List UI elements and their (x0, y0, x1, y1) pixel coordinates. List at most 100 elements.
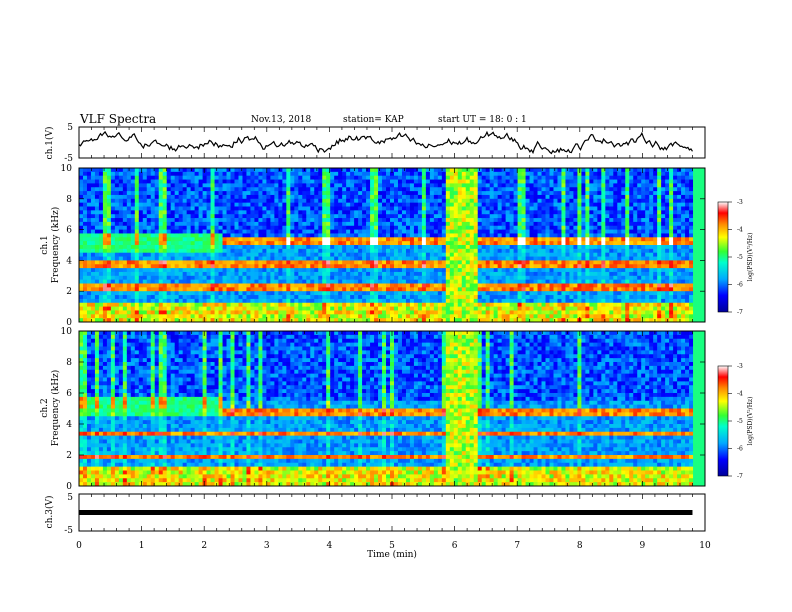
spectrogram-cell (545, 175, 550, 180)
spectrogram-cell (370, 260, 375, 265)
spectrogram-cell (449, 298, 455, 304)
spectrogram-cell (190, 318, 196, 323)
spectrogram-cell (270, 237, 275, 242)
spectrogram-cell (306, 271, 311, 277)
spectrogram-cell (513, 291, 518, 296)
spectrogram-cell (182, 191, 188, 196)
spectrogram-cell (286, 206, 291, 211)
spectrogram-cell (138, 233, 144, 238)
spectrogram-cell (417, 214, 423, 219)
spectrogram-cell (258, 264, 263, 269)
spectrogram-cell (469, 298, 475, 304)
spectrogram-cell (457, 283, 463, 288)
spectrogram-cell (338, 264, 343, 269)
spectrogram-cell (226, 302, 231, 307)
spectrogram-cell (477, 206, 483, 211)
spectrogram-cell (138, 260, 144, 265)
spectrogram-cell (469, 314, 475, 319)
spectrogram-cell (298, 183, 303, 188)
spectrogram-cell (318, 191, 323, 196)
spectrogram-cell (322, 171, 327, 177)
spectrogram-cell (302, 298, 307, 304)
spectrogram-cell (449, 268, 455, 273)
spectrogram-cell (513, 214, 518, 219)
spectrogram-cell (274, 171, 279, 177)
spectrogram-cell (79, 295, 84, 300)
spectrogram-cell (106, 252, 112, 257)
spectrogram-cell (537, 198, 542, 204)
spectrogram-cell (282, 310, 287, 315)
spectrogram-cell (222, 175, 227, 180)
spectrogram-cell (338, 279, 343, 284)
spectrogram-cell (166, 279, 172, 284)
spectrogram-cell (517, 291, 522, 296)
spectrogram-cell (142, 210, 148, 215)
spectrogram-cell (461, 229, 467, 234)
spectrogram-cell (493, 306, 499, 311)
spectrogram-cell (198, 298, 204, 304)
spectrogram-cell (190, 306, 196, 311)
spectrogram-cell (318, 271, 323, 277)
spectrogram-cell (326, 318, 331, 323)
spectrogram-cell (350, 168, 355, 173)
spectrogram-cell (533, 237, 538, 242)
spectrogram-cell (298, 202, 303, 207)
spectrogram-cell (310, 275, 315, 281)
spectrogram-cell (374, 256, 379, 261)
spectrogram-cell (194, 291, 200, 296)
spectrogram-cell (529, 306, 534, 311)
spectrogram-cell (350, 245, 355, 250)
spectrogram-cell (561, 245, 566, 250)
spectrogram-cell (541, 179, 546, 184)
spectrogram-cell (370, 210, 375, 215)
spectrogram-cell (493, 229, 499, 234)
spectrogram-cell (310, 245, 315, 250)
spectrogram-cell (533, 248, 538, 254)
spectrogram-cell (413, 218, 419, 223)
spectrogram-cell (338, 310, 343, 315)
spectrogram-cell (393, 191, 399, 196)
spectrogram-cell (449, 191, 455, 196)
spectrogram-cell (190, 283, 196, 288)
spectrogram-cell (142, 214, 148, 219)
spectrogram-cell (310, 202, 315, 207)
spectrogram-cell (374, 295, 379, 300)
spectrogram-cell (262, 225, 267, 230)
spectrogram-cell (234, 179, 239, 184)
spectrogram-cell (437, 302, 443, 307)
spectrogram-cell (118, 175, 124, 180)
spectrogram-cell (118, 291, 124, 296)
spectrogram-cell (298, 187, 303, 192)
spectrogram-cell (230, 287, 235, 292)
spectrogram-cell (262, 183, 267, 188)
spectrogram-cell (314, 218, 319, 223)
spectrogram-cell (493, 256, 499, 261)
spectrogram-cell (493, 318, 499, 323)
spectrogram-cell (342, 252, 347, 257)
spectrogram-cell (386, 225, 391, 230)
spectrogram-cell (170, 202, 176, 207)
spectrogram-cell (557, 210, 562, 215)
spectrogram-cell (334, 279, 339, 284)
spectrogram-cell (477, 268, 483, 273)
spectrogram-cell (230, 218, 235, 223)
spectrogram-cell (553, 302, 558, 307)
spectrogram-cell (294, 264, 299, 269)
spectrogram-cell (525, 256, 530, 261)
spectrogram-cell (561, 248, 566, 254)
spectrogram-cell (270, 264, 275, 269)
spectrogram-cell (445, 210, 451, 215)
spectrogram-cell (509, 229, 515, 234)
spectrogram-cell (314, 275, 319, 281)
spectrogram-cell (509, 271, 515, 277)
spectrogram-cell (190, 218, 196, 223)
spectrogram-cell (533, 275, 538, 281)
spectrogram-cell (146, 260, 152, 265)
spectrogram-cell (94, 314, 100, 319)
spectrogram-cell (186, 291, 192, 296)
spectrogram-cell (230, 221, 235, 227)
spectrogram-cell (397, 183, 403, 188)
spectrogram-cell (545, 187, 550, 192)
spectrogram-cell (158, 187, 164, 192)
spectrogram-cell (102, 202, 108, 207)
